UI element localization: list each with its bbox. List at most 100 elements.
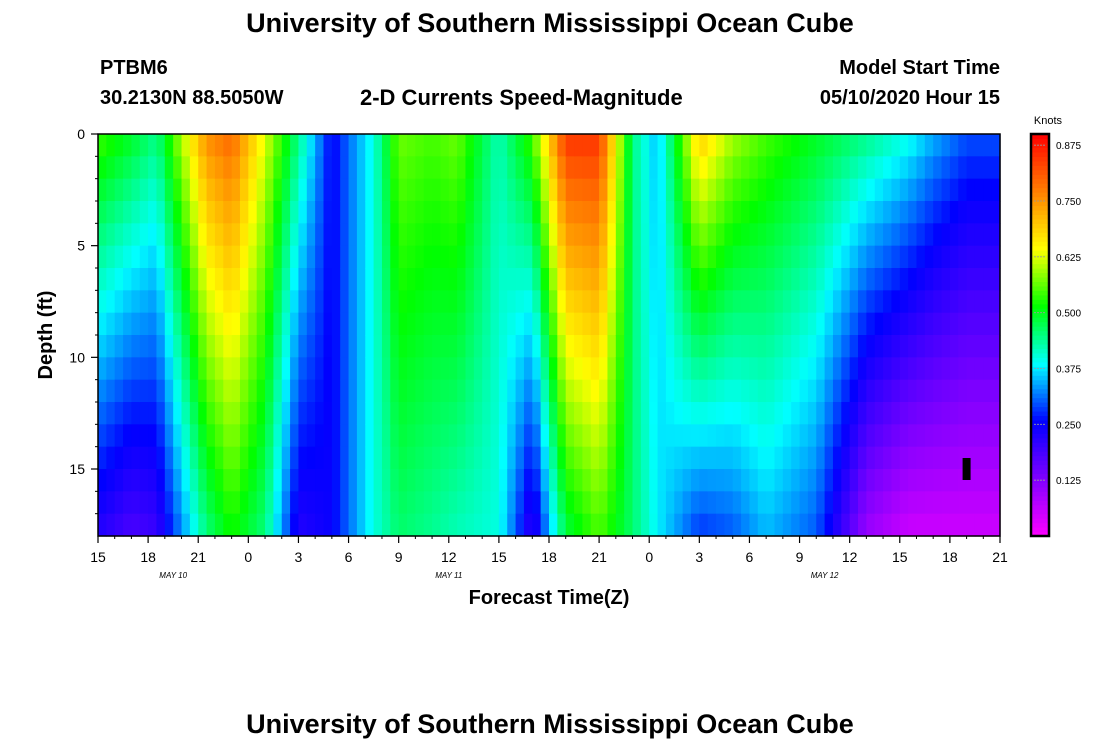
heatmap-cell [515, 290, 525, 314]
heatmap-cell [949, 513, 959, 537]
heatmap-cell [373, 223, 383, 247]
heatmap-cell [507, 402, 517, 425]
heatmap-cell [273, 335, 283, 358]
heatmap-cell [532, 290, 542, 314]
heatmap-cell [774, 513, 784, 537]
heatmap-cell [958, 178, 968, 202]
heatmap-cell [148, 156, 158, 180]
heatmap-cell [849, 245, 859, 269]
heatmap-cell [966, 290, 976, 314]
heatmap-cell [265, 312, 274, 336]
heatmap-cell [482, 134, 492, 157]
heatmap-cell [173, 469, 183, 492]
heatmap-cell [239, 245, 249, 269]
heatmap-cell [440, 469, 450, 492]
heatmap-cell [290, 134, 300, 157]
heatmap-cell [273, 178, 283, 202]
colorbar-segment [1031, 500, 1049, 506]
heatmap-cell [482, 245, 492, 269]
heatmap-cell [498, 446, 508, 470]
heatmap-cell [741, 335, 751, 358]
heatmap-cell [832, 335, 842, 358]
heatmap-cell [365, 290, 375, 314]
heatmap-cell [340, 424, 350, 448]
heatmap-cell [883, 134, 893, 157]
heatmap-cell [674, 424, 684, 448]
heatmap-cell [139, 156, 149, 180]
heatmap-cell [549, 446, 558, 470]
heatmap-cell [515, 312, 525, 336]
heatmap-cell [933, 513, 943, 537]
heatmap-cell [949, 424, 959, 448]
heatmap-cell [732, 402, 742, 425]
heatmap-cell [649, 245, 659, 269]
colorbar-segment [1031, 276, 1049, 282]
heatmap-cell [791, 268, 801, 291]
heatmap-cell [231, 223, 241, 247]
heatmap-cell [298, 290, 308, 314]
heatmap-cell [574, 201, 584, 224]
heatmap-cell [139, 446, 149, 470]
heatmap-cell [181, 268, 191, 291]
heatmap-cell [265, 290, 274, 314]
heatmap-cell [665, 268, 675, 291]
heatmap-cell [841, 357, 851, 381]
heatmap-cell [908, 201, 918, 224]
heatmap-cell [306, 491, 316, 515]
heatmap-cell [198, 268, 208, 291]
heatmap-cell [214, 290, 224, 314]
heatmap-cell [674, 178, 684, 202]
heatmap-cell [365, 268, 375, 291]
heatmap-cell [323, 223, 333, 247]
heatmap-cell [582, 290, 592, 314]
heatmap-cell [632, 491, 642, 515]
heatmap-cell [482, 290, 492, 314]
heatmap-cell [340, 178, 350, 202]
heatmap-cell [256, 335, 266, 358]
heatmap-cell [757, 491, 767, 515]
heatmap-cell [415, 357, 425, 381]
heatmap-cell [306, 357, 316, 381]
heatmap-cell [874, 290, 884, 314]
colorbar-tick-label: 0.500 [1056, 309, 1081, 320]
colorbar-segment [1031, 138, 1049, 144]
heatmap-cell [173, 424, 183, 448]
heatmap-cell [306, 335, 316, 358]
heatmap-cell [949, 379, 959, 403]
heatmap-cell [807, 402, 817, 425]
heatmap-cell [724, 402, 734, 425]
heatmap-cell [941, 446, 951, 470]
heatmap-cell [164, 357, 174, 381]
heatmap-cell [832, 312, 842, 336]
heatmap-cell [473, 402, 483, 425]
heatmap-cell [657, 268, 667, 291]
heatmap-cell [665, 469, 675, 492]
heatmap-cell [123, 379, 133, 403]
heatmap-cell [273, 290, 283, 314]
heatmap-cell [164, 446, 174, 470]
heatmap-cell [298, 223, 308, 247]
heatmap-cell [298, 424, 308, 448]
heatmap-cell [123, 290, 133, 314]
heatmap-cell [323, 379, 333, 403]
colorbar-segment [1031, 259, 1049, 265]
heatmap-cell [908, 156, 918, 180]
heatmap-cell [432, 290, 442, 314]
heatmap-cell [114, 513, 124, 537]
heatmap-cell [173, 446, 183, 470]
heatmap-cell [983, 290, 993, 314]
heatmap-cell [565, 312, 575, 336]
heatmap-cell [432, 446, 442, 470]
heatmap-cell [523, 491, 533, 515]
heatmap-cell [223, 357, 233, 381]
heatmap-cell [164, 469, 174, 492]
heatmap-cell [156, 469, 166, 492]
heatmap-cell [665, 290, 675, 314]
heatmap-cell [507, 491, 517, 515]
heatmap-cell [649, 335, 659, 358]
heatmap-cell [482, 357, 492, 381]
heatmap-cell [98, 379, 107, 403]
heatmap-cell [490, 134, 500, 157]
heatmap-cell [390, 469, 400, 492]
heatmap-cell [883, 491, 893, 515]
